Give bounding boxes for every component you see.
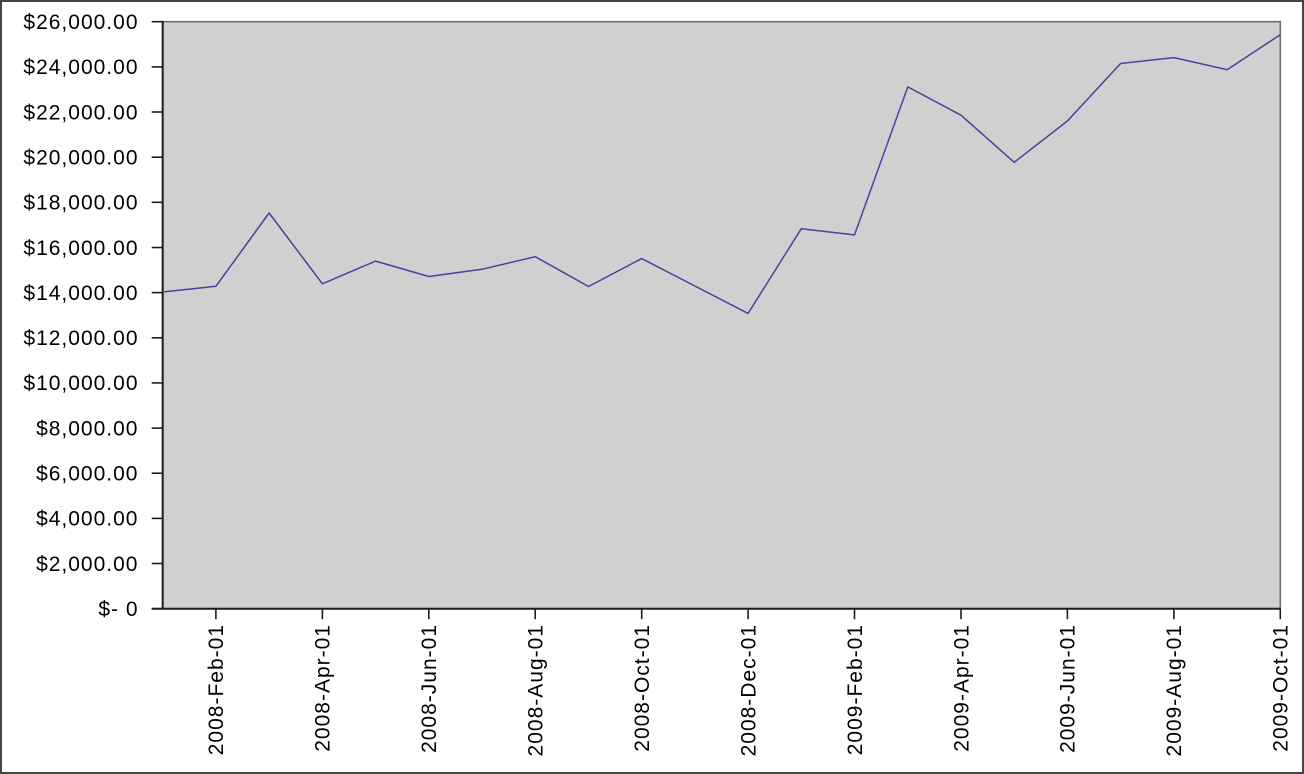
svg-text:$12,000.00: $12,000.00 — [23, 327, 138, 350]
svg-text:$24,000.00: $24,000.00 — [23, 56, 138, 79]
svg-text:$18,000.00: $18,000.00 — [23, 192, 138, 215]
svg-text:$22,000.00: $22,000.00 — [23, 101, 138, 124]
svg-text:$16,000.00: $16,000.00 — [23, 237, 138, 260]
svg-text:2009-Apr-01: 2009-Apr-01 — [950, 624, 973, 752]
svg-text:$6,000.00: $6,000.00 — [36, 463, 138, 486]
svg-text:2009-Feb-01: 2009-Feb-01 — [844, 624, 867, 755]
svg-text:2008-Jun-01: 2008-Jun-01 — [418, 624, 441, 753]
svg-text:$20,000.00: $20,000.00 — [23, 147, 138, 170]
svg-text:2008-Apr-01: 2008-Apr-01 — [312, 624, 335, 752]
svg-text:2009-Jun-01: 2009-Jun-01 — [1057, 624, 1080, 753]
svg-text:$- 0: $- 0 — [98, 598, 138, 621]
svg-text:2008-Oct-01: 2008-Oct-01 — [631, 624, 654, 752]
svg-text:$2,000.00: $2,000.00 — [36, 553, 138, 576]
svg-text:2009-Aug-01: 2009-Aug-01 — [1163, 624, 1186, 756]
svg-text:2008-Aug-01: 2008-Aug-01 — [525, 624, 548, 756]
svg-text:$4,000.00: $4,000.00 — [36, 508, 138, 531]
svg-text:$10,000.00: $10,000.00 — [23, 372, 138, 395]
svg-text:2008-Feb-01: 2008-Feb-01 — [205, 624, 228, 755]
svg-text:2008-Dec-01: 2008-Dec-01 — [737, 624, 760, 756]
svg-text:$14,000.00: $14,000.00 — [23, 282, 138, 305]
svg-text:$8,000.00: $8,000.00 — [36, 417, 138, 440]
svg-text:2009-Oct-01: 2009-Oct-01 — [1270, 624, 1293, 752]
svg-text:$26,000.00: $26,000.00 — [23, 11, 138, 34]
